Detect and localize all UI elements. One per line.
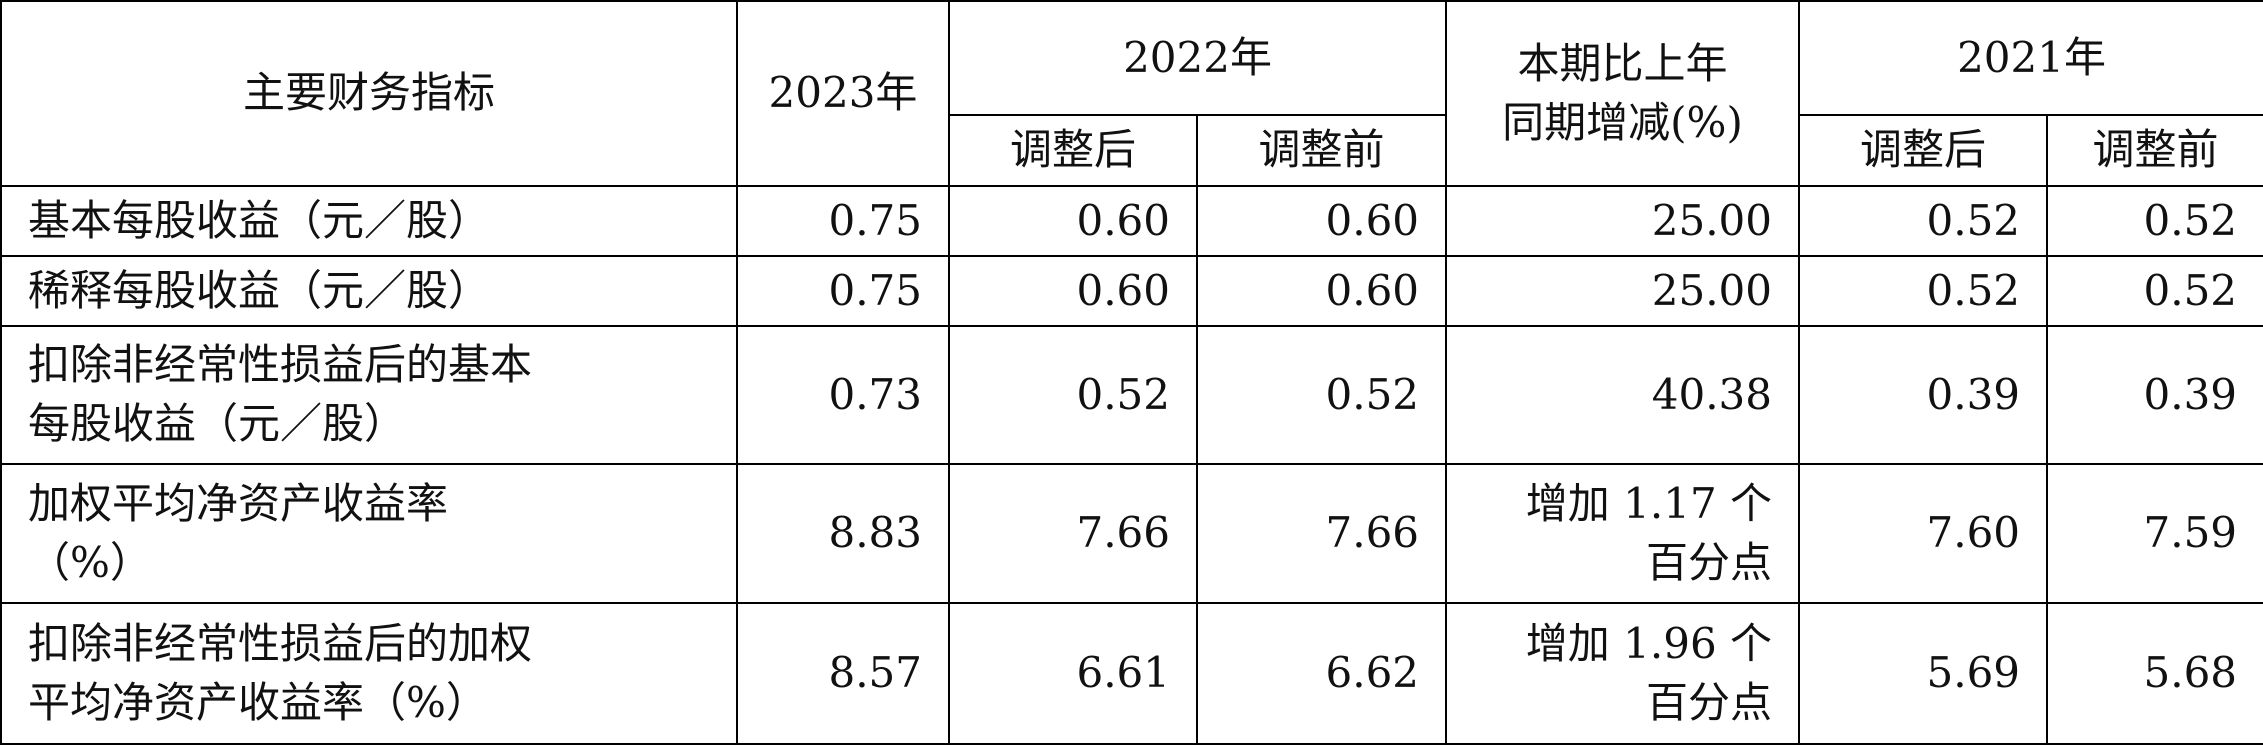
- cell-line: 扣除非经常性损益后的加权: [28, 618, 533, 668]
- header-cell: 2023年: [736, 0, 950, 187]
- value-cell: 7.66: [948, 463, 1198, 604]
- value-cell: 0.60: [1195, 185, 1448, 257]
- cell-line: 40.38: [1651, 369, 1773, 419]
- data-row: 稀释每股收益（元／股） 0.75 0.60 0.60 25.00 0.52 0.52: [0, 255, 2263, 327]
- value-cell: 0.52: [2046, 255, 2263, 327]
- value-cell: 40.38: [1445, 325, 1801, 465]
- value-cell: 7.60: [1798, 463, 2049, 604]
- data-row: 基本每股收益（元／股） 0.75 0.60 0.60 25.00 0.52 0.52: [0, 185, 2263, 257]
- header-row: 调整后 调整前 调整后 调整前: [1, 114, 2263, 187]
- row-label: 稀释每股收益（元／股）: [0, 255, 738, 327]
- value-cell: 5.68: [2046, 602, 2263, 745]
- cell-line: 增加 1.17 个: [1525, 478, 1773, 528]
- cell-line: 百分点: [1646, 677, 1773, 727]
- header-cell: 2021年: [1798, 0, 2263, 116]
- cell-line: 平均净资产收益率（%）: [28, 677, 488, 727]
- header-cell: 2022年: [947, 0, 1448, 116]
- header-row: 主要财务指标 2023年 2022年 本期比上年 同期增减(%) 2021年: [0, 0, 2263, 187]
- cell-line: 稀释每股收益（元／股）: [28, 265, 491, 315]
- row-label: 扣除非经常性损益后的加权 平均净资产收益率（%）: [0, 602, 738, 745]
- header-cell: 本期比上年同期增减(%): [1445, 0, 1801, 187]
- value-cell: 0.60: [948, 185, 1198, 257]
- value-cell: 0.73: [736, 325, 950, 465]
- cell-line: 本期比上年: [1517, 38, 1728, 88]
- value-cell: 0.52: [1195, 325, 1448, 465]
- cell-line: 25.00: [1651, 195, 1773, 245]
- cell-line: 25.00: [1651, 265, 1773, 315]
- data-row: 扣除非经常性损益后的基本 每股收益（元／股） 0.73 0.52 0.52 40.38 0.…: [0, 325, 2263, 465]
- value-cell: 5.69: [1798, 602, 2049, 745]
- value-cell: 0.52: [2046, 185, 2263, 257]
- cell-line: 扣除非经常性损益后的基本: [28, 340, 533, 390]
- row-label: 扣除非经常性损益后的基本 每股收益（元／股）: [0, 325, 738, 465]
- value-cell: 0.39: [2046, 325, 2263, 465]
- value-cell: 0.52: [948, 325, 1198, 465]
- header-cell: 调整后: [948, 114, 1198, 187]
- header-cell: 调整后: [1798, 114, 2049, 187]
- data-row: 加权平均净资产收益率 （%） 8.83 7.66 7.66 增加 1.17 个百分点 7.6…: [0, 463, 2263, 604]
- value-cell: 25.00: [1445, 185, 1801, 257]
- value-cell: 6.62: [1195, 602, 1448, 745]
- cell-line: 每股收益（元／股）: [28, 399, 407, 448]
- cell-line: 基本每股收益（元／股）: [28, 195, 491, 245]
- cell-line: 同期增减(%): [1502, 97, 1743, 147]
- header-cell: 主要财务指标: [0, 0, 738, 187]
- cell-line: 百分点: [1646, 537, 1773, 587]
- value-cell: 0.60: [948, 255, 1198, 327]
- value-cell: 25.00: [1445, 255, 1801, 327]
- row-label: 基本每股收益（元／股）: [0, 185, 738, 257]
- value-cell: 0.60: [1195, 255, 1448, 327]
- value-cell: 6.61: [948, 602, 1198, 745]
- cell-line: （%）: [28, 537, 152, 587]
- value-cell: 8.83: [736, 463, 950, 604]
- header-cell: 调整前: [2046, 114, 2263, 187]
- value-cell: 0.39: [1798, 325, 2049, 465]
- value-cell: 0.75: [736, 255, 950, 327]
- value-cell: 7.59: [2046, 463, 2263, 604]
- value-cell: 增加 1.17 个百分点: [1445, 463, 1801, 604]
- value-cell: 增加 1.96 个百分点: [1445, 602, 1801, 745]
- value-cell: 0.75: [736, 185, 950, 257]
- data-row: 扣除非经常性损益后的加权 平均净资产收益率（%） 8.57 6.61 6.62 增加 1.…: [0, 602, 2263, 745]
- header-cell: 调整前: [1195, 114, 1448, 187]
- cell-line: 加权平均净资产收益率: [28, 478, 449, 528]
- value-cell: 7.66: [1195, 463, 1448, 604]
- value-cell: 8.57: [736, 602, 950, 745]
- row-label: 加权平均净资产收益率 （%）: [0, 463, 738, 604]
- value-cell: 0.52: [1798, 255, 2049, 327]
- value-cell: 0.52: [1798, 185, 2049, 257]
- cell-line: 增加 1.96 个: [1525, 618, 1773, 668]
